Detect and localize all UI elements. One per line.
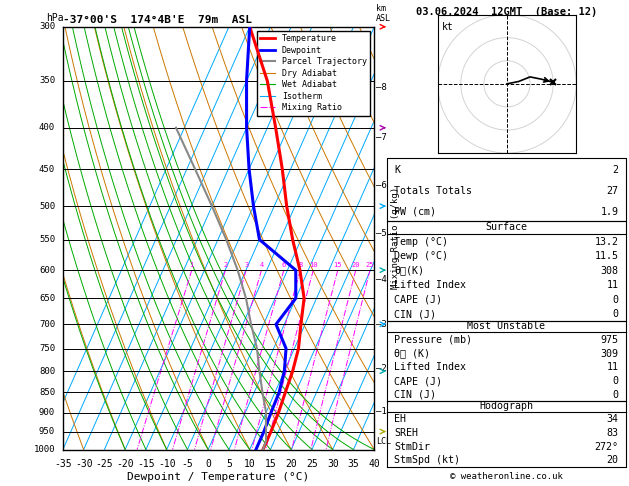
- Text: Pressure (mb): Pressure (mb): [394, 335, 472, 345]
- Text: CAPE (J): CAPE (J): [394, 295, 442, 305]
- Text: –6: –6: [376, 181, 387, 191]
- Text: 650: 650: [39, 294, 55, 303]
- Text: –7: –7: [376, 133, 387, 142]
- Text: CAPE (J): CAPE (J): [394, 376, 442, 386]
- Text: 34: 34: [607, 415, 619, 424]
- Text: Hodograph: Hodograph: [479, 401, 533, 412]
- Text: 500: 500: [39, 202, 55, 210]
- Text: 0: 0: [613, 309, 619, 319]
- Text: 2: 2: [223, 261, 228, 268]
- Text: 600: 600: [39, 266, 55, 275]
- Text: 03.06.2024  12GMT  (Base: 12): 03.06.2024 12GMT (Base: 12): [416, 7, 597, 17]
- Text: CIN (J): CIN (J): [394, 309, 436, 319]
- Legend: Temperature, Dewpoint, Parcel Trajectory, Dry Adiabat, Wet Adiabat, Isotherm, Mi: Temperature, Dewpoint, Parcel Trajectory…: [257, 31, 370, 116]
- Text: km
ASL: km ASL: [376, 4, 391, 22]
- Text: θᴇ(K): θᴇ(K): [394, 266, 424, 276]
- Text: hPa: hPa: [46, 13, 64, 22]
- Text: StmSpd (kt): StmSpd (kt): [394, 455, 460, 466]
- Text: 3: 3: [244, 261, 248, 268]
- Text: 0: 0: [613, 295, 619, 305]
- Text: 25: 25: [365, 261, 374, 268]
- Text: 4: 4: [259, 261, 264, 268]
- Text: 6: 6: [282, 261, 286, 268]
- Text: 550: 550: [39, 235, 55, 244]
- Text: 15: 15: [333, 261, 342, 268]
- Text: 20: 20: [607, 455, 619, 466]
- Text: 309: 309: [601, 348, 619, 359]
- Text: 0: 0: [613, 390, 619, 400]
- Text: 8: 8: [298, 261, 303, 268]
- Text: 10: 10: [309, 261, 318, 268]
- Text: 83: 83: [607, 428, 619, 438]
- Text: 950: 950: [39, 427, 55, 436]
- Text: 300: 300: [39, 22, 55, 31]
- X-axis label: Dewpoint / Temperature (°C): Dewpoint / Temperature (°C): [128, 472, 309, 482]
- Text: 0: 0: [613, 376, 619, 386]
- Text: 700: 700: [39, 320, 55, 329]
- Text: Temp (°C): Temp (°C): [394, 237, 448, 246]
- Text: EH: EH: [394, 415, 406, 424]
- Text: 11: 11: [607, 280, 619, 290]
- Text: K: K: [394, 165, 400, 174]
- Text: –5: –5: [376, 228, 387, 238]
- Text: 975: 975: [601, 335, 619, 345]
- Text: –4: –4: [376, 275, 387, 284]
- Text: Lifted Index: Lifted Index: [394, 362, 466, 372]
- Text: © weatheronline.co.uk: © weatheronline.co.uk: [450, 472, 563, 481]
- Text: 1000: 1000: [33, 445, 55, 454]
- Text: Lifted Index: Lifted Index: [394, 280, 466, 290]
- Text: 272°: 272°: [594, 442, 619, 452]
- Text: –2: –2: [376, 364, 387, 373]
- Text: –3: –3: [376, 320, 387, 330]
- Text: CIN (J): CIN (J): [394, 390, 436, 400]
- Text: 2: 2: [613, 165, 619, 174]
- Text: 400: 400: [39, 123, 55, 132]
- Text: 308: 308: [601, 266, 619, 276]
- Text: kt: kt: [442, 21, 454, 32]
- Text: Dewp (°C): Dewp (°C): [394, 251, 448, 261]
- Text: LCL: LCL: [376, 437, 391, 446]
- Text: 850: 850: [39, 388, 55, 397]
- Text: 11: 11: [607, 362, 619, 372]
- Text: Most Unstable: Most Unstable: [467, 321, 545, 331]
- Text: 350: 350: [39, 76, 55, 86]
- Text: StmDir: StmDir: [394, 442, 430, 452]
- Text: PW (cm): PW (cm): [394, 207, 436, 217]
- Text: 13.2: 13.2: [594, 237, 619, 246]
- Text: 27: 27: [607, 186, 619, 195]
- Text: 750: 750: [39, 344, 55, 353]
- Text: –1: –1: [376, 407, 387, 417]
- Text: 900: 900: [39, 408, 55, 417]
- Text: –8: –8: [376, 83, 387, 92]
- Text: Mixing Ratio (g/kg): Mixing Ratio (g/kg): [391, 187, 401, 289]
- Text: Surface: Surface: [486, 223, 527, 232]
- Text: 1.9: 1.9: [601, 207, 619, 217]
- Text: 450: 450: [39, 165, 55, 174]
- Text: 1: 1: [189, 261, 194, 268]
- Text: -37°00'S  174°4B'E  79m  ASL: -37°00'S 174°4B'E 79m ASL: [63, 15, 252, 25]
- Text: 11.5: 11.5: [594, 251, 619, 261]
- Text: 20: 20: [352, 261, 360, 268]
- Text: Totals Totals: Totals Totals: [394, 186, 472, 195]
- Text: 800: 800: [39, 366, 55, 376]
- Text: SREH: SREH: [394, 428, 418, 438]
- Text: θᴇ (K): θᴇ (K): [394, 348, 430, 359]
